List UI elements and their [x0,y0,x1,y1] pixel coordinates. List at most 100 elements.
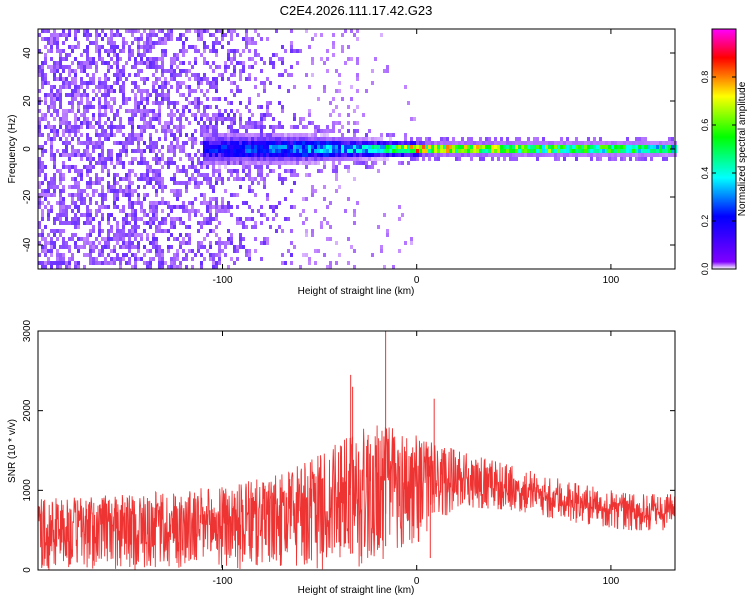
spectrogram-cell [110,161,113,165]
spectrogram-cell [107,89,110,93]
spectrogram-cell [104,157,107,161]
spectrogram-cell [158,149,161,153]
spectrogram-cell [572,145,575,149]
spectrogram-cell [224,205,227,209]
spectrogram-cell [98,121,101,125]
spectrogram-cell [209,141,212,145]
spectrogram-cell [146,121,149,125]
spectrogram-cell [203,73,206,77]
spectrogram-cell [224,253,227,257]
spectrogram-cell [500,145,503,149]
spectrogram-cell [122,81,125,85]
spectrogram-cell [362,153,365,157]
spectrogram-cell [137,45,140,49]
spectrogram-cell [125,109,128,113]
spectrogram-cell [116,45,119,49]
spectrogram-cell [56,37,59,41]
spectrogram-cell [101,45,104,49]
spectrogram-cell [203,105,206,109]
spectrogram-cell [311,57,314,61]
spectrogram-cell [149,177,152,181]
spectrogram-cell [197,121,200,125]
spectrogram-cell [452,153,455,157]
spectrogram-cell [167,113,170,117]
spectrogram-cell [206,205,209,209]
spectrogram-cell [68,29,71,33]
spectrogram-cell [80,237,83,241]
spectrogram-cell [65,265,68,269]
spectrogram-cell [248,165,251,169]
spectrogram-cell [98,221,101,225]
spectrogram-cell [209,177,212,181]
spectrogram-cell [218,133,221,137]
spectrogram-cell [437,145,440,149]
snr-frame [37,330,676,571]
spectrogram-cell [152,109,155,113]
spectrogram-cell [152,33,155,37]
spectrogram-cell [92,189,95,193]
spectrogram-cell [122,49,125,53]
spectrogram-cell [221,153,224,157]
spectrogram-cell [230,173,233,177]
spectrogram-cell [170,117,173,121]
spectrogram-cell [410,237,413,241]
spectrogram-cell [353,33,356,37]
spectrogram-cell [89,261,92,265]
spectrogram-cell [104,109,107,113]
spectrogram-cell [308,121,311,125]
spectrogram-cell [266,145,269,149]
spectrogram-cell [245,149,248,153]
spectrogram-cell [179,49,182,53]
spectrogram-cell [194,117,197,121]
spectrogram-cell [422,153,425,157]
spectrogram-cell [290,173,293,177]
spectrogram-cell [89,169,92,173]
spectrogram-cell [296,149,299,153]
spectrogram-cell [509,149,512,153]
spectrogram-cell [50,205,53,209]
spectrogram-cell [134,109,137,113]
spectrogram-cell [119,121,122,125]
spectrogram-cell [200,101,203,105]
spectrogram-cell [314,153,317,157]
spectrogram-cell [329,261,332,265]
spectrogram-cell [173,113,176,117]
spectrogram-cell [230,129,233,133]
spectrogram-cell [260,221,263,225]
spectrogram-cell [278,201,281,205]
spectrogram-cell [239,69,242,73]
spectrogram-cell [251,133,254,137]
spectrogram-cell [401,141,404,145]
spectrogram-cell [215,85,218,89]
spectrogram-cell [239,77,242,81]
spectrogram-cell [140,57,143,61]
spectrogram-cell [119,189,122,193]
spectrogram-cell [233,121,236,125]
spectrogram-cell [116,221,119,225]
spectrogram-cell [338,89,341,93]
spectrogram-cell [80,177,83,181]
spectrogram-cell [86,81,89,85]
spectrogram-cell [140,45,143,49]
spectrogram-cell [209,145,212,149]
spectrogram-cell [239,137,242,141]
spectrogram-cell [512,145,515,149]
spectrogram-cell [89,153,92,157]
spectrogram-cell [599,157,602,161]
spectrogram-cell [263,237,266,241]
spectrogram-cell [353,157,356,161]
spectrogram-cell [308,257,311,261]
spectrogram-cell [98,117,101,121]
spectrogram-cell [182,149,185,153]
spectrogram-cell [533,141,536,145]
spectrogram-cell [170,77,173,81]
spectrogram-cell [443,145,446,149]
spectrogram-cell [242,141,245,145]
spectrogram-cell [560,149,563,153]
spectrogram-cell [461,153,464,157]
spectrogram-cell [146,173,149,177]
spectrogram-cell [74,121,77,125]
spectrogram-cell [266,109,269,113]
spectrogram-cell [128,73,131,77]
spectrogram-cell [98,209,101,213]
